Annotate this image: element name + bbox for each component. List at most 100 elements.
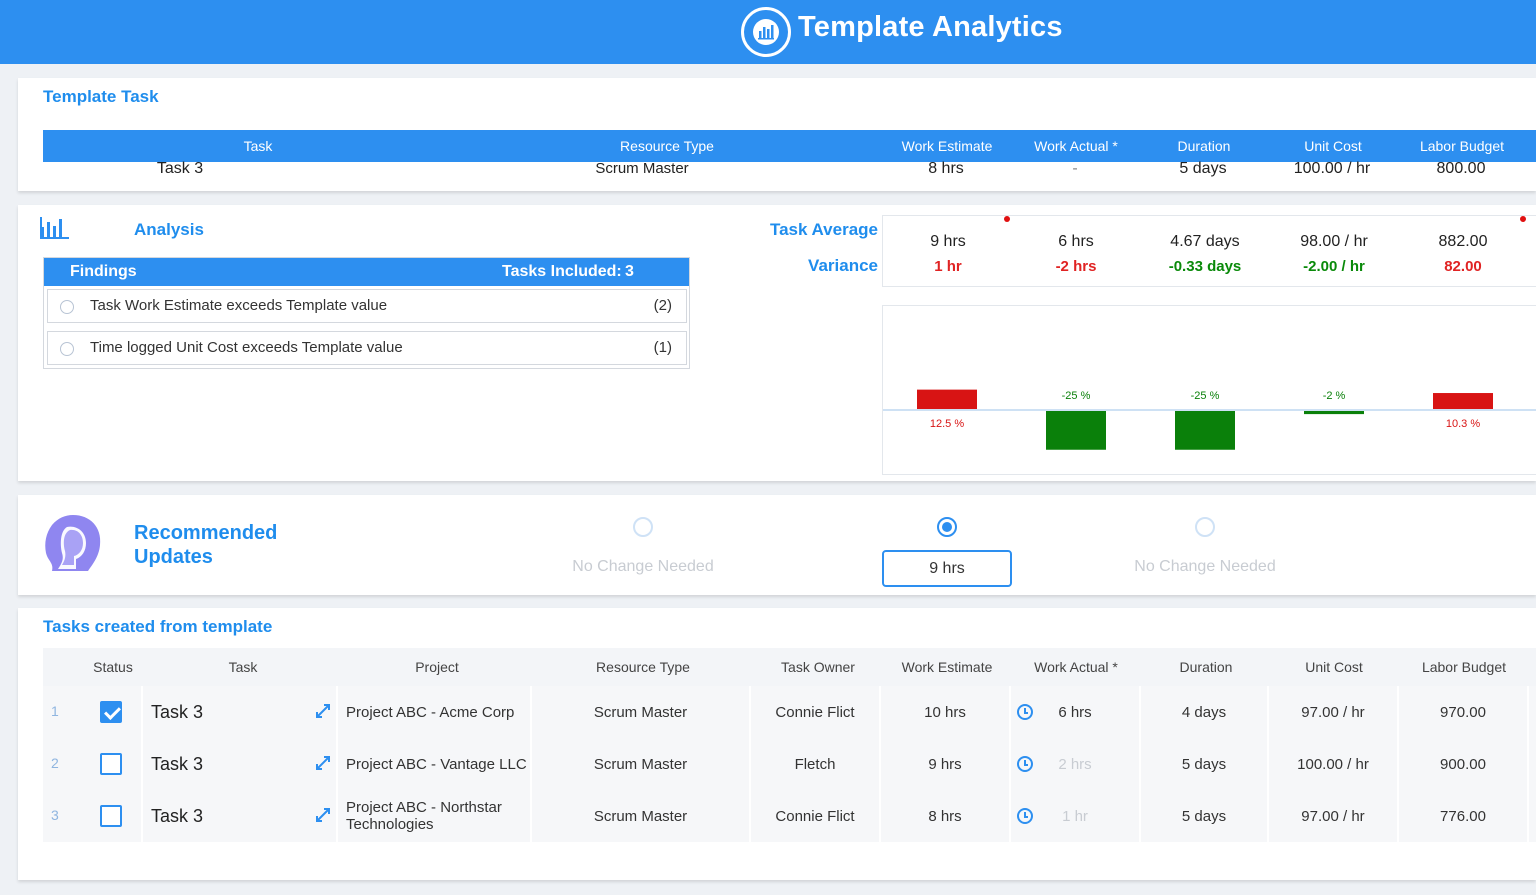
col-resource-type[interactable]: Resource Type (596, 659, 690, 675)
table-row[interactable]: 1 Task 3 Project ABC - Acme Corp Scrum M… (43, 686, 1536, 738)
clock-icon[interactable] (1017, 756, 1033, 772)
variance-work-actual: -2 hrs (1055, 258, 1097, 275)
col-labor-budget[interactable]: Labor Budget (1421, 659, 1507, 675)
clock-icon[interactable] (1017, 704, 1033, 720)
labor-budget-cell: 900.00 (1399, 738, 1529, 790)
variance-label: Variance (808, 256, 878, 275)
variance-chart-svg: 12.5 % -25 % -25 % -2 % 10.3 % (883, 389, 1536, 450)
expand-icon[interactable] (314, 754, 332, 776)
col-duration: Duration (1177, 138, 1231, 154)
task-name[interactable]: Task 3 (151, 753, 204, 774)
col-task[interactable]: Task (228, 659, 258, 675)
avg-labor-budget: 882.00 (1438, 233, 1488, 250)
owner-cell: Fletch (751, 738, 881, 790)
work-estimate-cell: 9 hrs (881, 738, 1011, 790)
col-work-estimate[interactable]: Work Estimate (901, 659, 993, 675)
finding-radio[interactable] (60, 342, 74, 356)
finding-item[interactable]: Time logged Unit Cost exceeds Template v… (47, 331, 687, 365)
status-checkbox[interactable] (100, 701, 122, 723)
option-no-change-2[interactable]: No Change Needed (1134, 558, 1276, 575)
work-estimate-cell: 10 hrs (881, 686, 1011, 738)
template-task-name: Task 3 (156, 160, 204, 177)
expand-icon[interactable] (314, 806, 332, 828)
recommended-title-line1: Recommended (134, 522, 278, 544)
chart-bar-1 (1046, 411, 1106, 450)
finding-text: Time logged Unit Cost exceeds Template v… (90, 339, 403, 356)
task-name[interactable]: Task 3 (151, 701, 204, 722)
unit-cost-cell: 100.00 / hr (1269, 738, 1399, 790)
project-cell[interactable]: Project ABC - Northstar Technologies (338, 790, 532, 842)
work-actual-value: 1 hr (1062, 807, 1088, 825)
work-actual-value: 6 hrs (1058, 703, 1092, 721)
option-no-change-1[interactable]: No Change Needed (572, 558, 714, 575)
template-unit-cost: 100.00 / hr (1293, 160, 1371, 177)
col-work-estimate: Work Estimate (901, 138, 993, 154)
project-cell[interactable]: Project ABC - Acme Corp (338, 686, 532, 738)
variance-unit-cost: -2.00 / hr (1303, 258, 1365, 275)
alert-dot (1004, 216, 1010, 222)
avg-duration: 4.67 days (1170, 233, 1240, 250)
col-status[interactable]: Status (93, 659, 133, 675)
row-number: 3 (51, 807, 59, 823)
resource-type-cell: Scrum Master (532, 790, 751, 842)
col-duration[interactable]: Duration (1179, 659, 1233, 675)
recommended-title: Recommended Updates (134, 521, 277, 569)
template-work-actual: - (1072, 160, 1078, 177)
template-labor-budget: 800.00 (1436, 160, 1486, 177)
option-radio-duration[interactable] (1195, 517, 1215, 537)
tasks-table-header: Status Task Project Resource Type Task O… (43, 648, 1536, 686)
row-number: 2 (51, 755, 59, 771)
variance-chart: 12.5 % -25 % -25 % -2 % 10.3 % (882, 305, 1536, 475)
chart-bar-3 (1304, 411, 1364, 415)
option-radio-work-estimate[interactable] (633, 517, 653, 537)
col-resource-type: Resource Type (620, 138, 714, 154)
page-title: Template Analytics (798, 11, 1063, 43)
tasks-included-value: 3 (625, 263, 634, 280)
tasks-from-template-panel: Tasks created from template Status Task … (18, 608, 1536, 880)
col-unit-cost[interactable]: Unit Cost (1305, 659, 1363, 675)
alert-dot (1520, 216, 1526, 222)
labor-budget-cell: 970.00 (1399, 686, 1529, 738)
finding-count: (2) (653, 297, 672, 314)
task-name[interactable]: Task 3 (151, 805, 204, 826)
findings-header: Findings Tasks Included: 3 (44, 258, 689, 286)
findings-label: Findings (70, 263, 137, 280)
template-task-title: Template Task (43, 87, 159, 106)
work-actual-cell: 2 hrs (1011, 738, 1141, 790)
task-cell: Task 3 (143, 790, 338, 842)
owner-cell: Connie Flict (751, 790, 881, 842)
tasks-from-template-title: Tasks created from template (43, 617, 273, 636)
chart-bar-2 (1175, 411, 1235, 450)
recommended-value-input[interactable]: 9 hrs (882, 550, 1012, 587)
resource-type-cell: Scrum Master (532, 686, 751, 738)
clock-icon[interactable] (1017, 808, 1033, 824)
template-duration: 5 days (1179, 160, 1227, 177)
finding-count: (1) (653, 339, 672, 356)
col-task-owner[interactable]: Task Owner (781, 659, 855, 675)
person-icon (42, 513, 104, 580)
project-cell[interactable]: Project ABC - Vantage LLC (338, 738, 532, 790)
table-row[interactable]: 2 Task 3 Project ABC - Vantage LLC Scrum… (43, 738, 1536, 790)
chart-bar-0 (917, 389, 977, 409)
status-checkbox[interactable] (100, 753, 122, 775)
col-work-actual[interactable]: Work Actual * (1034, 659, 1118, 675)
col-unit-cost: Unit Cost (1304, 138, 1362, 154)
col-task: Task (243, 138, 273, 154)
finding-item[interactable]: Task Work Estimate exceeds Template valu… (47, 289, 687, 323)
avg-work-actual: 6 hrs (1058, 233, 1094, 250)
option-radio-selected[interactable] (937, 517, 957, 537)
bar-chart-icon (741, 7, 791, 57)
status-checkbox[interactable] (100, 805, 122, 827)
finding-text: Task Work Estimate exceeds Template valu… (90, 297, 388, 314)
row-number: 1 (51, 703, 59, 719)
col-project[interactable]: Project (415, 659, 459, 675)
owner-cell: Connie Flict (751, 686, 881, 738)
template-task-header: Task Resource Type Work Estimate Work Ac… (43, 130, 1536, 162)
expand-icon[interactable] (314, 702, 332, 724)
recommended-panel: Recommended Updates No Change Needed 9 h… (18, 495, 1536, 595)
template-task-panel: Template Task Task Resource Type Work Es… (18, 78, 1536, 191)
status-cell: 3 (43, 790, 143, 842)
finding-radio[interactable] (60, 300, 74, 314)
unit-cost-cell: 97.00 / hr (1269, 686, 1399, 738)
table-row[interactable]: 3 Task 3 Project ABC - Northstar Technol… (43, 790, 1536, 842)
